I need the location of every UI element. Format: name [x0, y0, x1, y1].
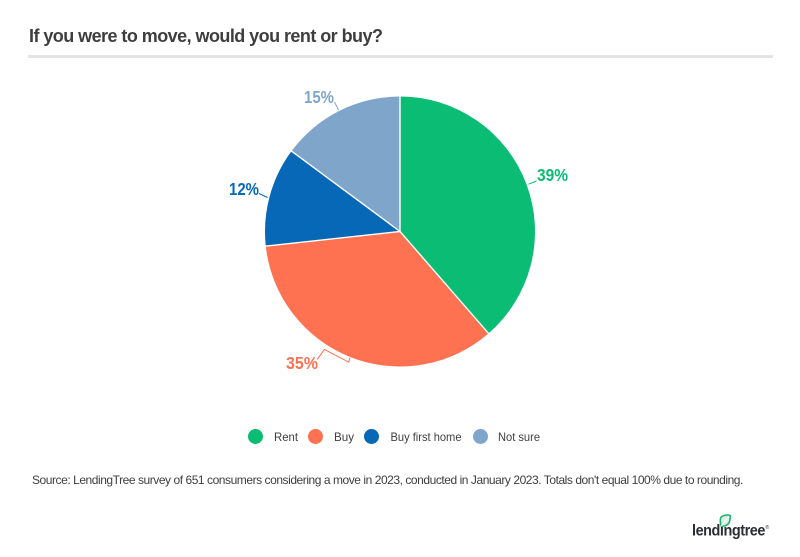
svg-text:12%: 12%: [229, 179, 259, 199]
svg-text:®: ®: [766, 524, 770, 531]
svg-text:15%: 15%: [304, 87, 334, 107]
svg-text:lendıngtree: lendıngtree: [692, 523, 766, 540]
svg-text:Buy: Buy: [334, 430, 354, 444]
svg-text:Buy first home: Buy first home: [391, 430, 462, 444]
svg-text:39%: 39%: [537, 165, 568, 185]
svg-text:Rent: Rent: [274, 430, 299, 444]
svg-text:Not sure: Not sure: [498, 430, 540, 444]
svg-text:35%: 35%: [286, 353, 318, 373]
